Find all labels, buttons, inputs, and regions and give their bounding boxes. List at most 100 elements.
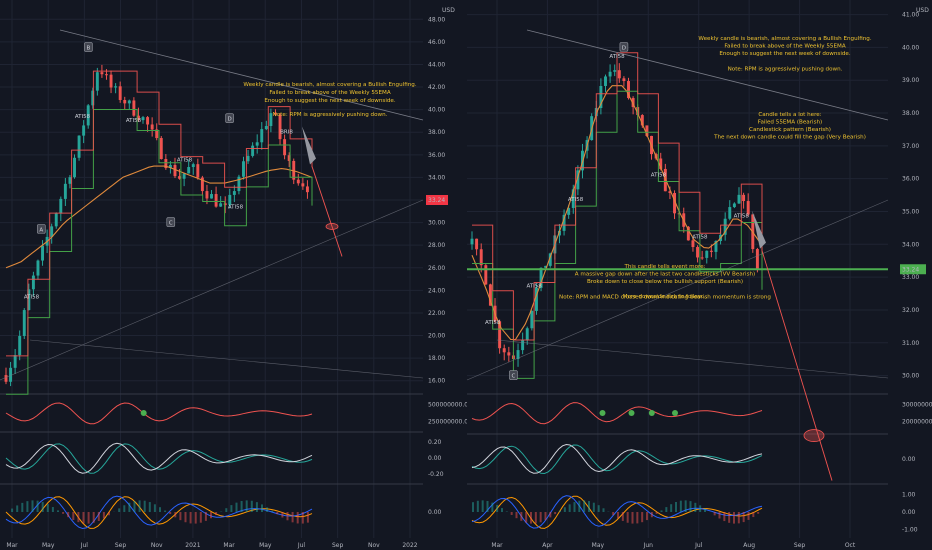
candle-body: [696, 247, 700, 258]
x-tick-label: May: [42, 542, 55, 549]
panel-background: [467, 0, 889, 542]
x-tick-label: Aug: [743, 542, 755, 549]
candle-body: [264, 126, 268, 130]
candle-body: [13, 355, 17, 368]
rpm-signal-dot: [672, 410, 678, 416]
candle-body: [502, 348, 506, 353]
x-tick-label: Jul: [694, 542, 703, 549]
trailing-resistance-line: [6, 70, 313, 357]
macd-histogram-bar: [733, 512, 735, 524]
candle-body: [544, 265, 548, 268]
trend-line: [496, 339, 889, 379]
indicator-line: [5, 402, 313, 425]
macd-histogram-bar: [694, 502, 697, 512]
candle-body: [728, 207, 732, 219]
macd-histogram-bar: [164, 510, 167, 512]
panel-background: [0, 0, 424, 542]
macd-histogram-bar: [742, 512, 745, 523]
annotation-text: Note: RPM is aggressively pushing down.: [728, 67, 843, 73]
annotation-text: Weekly candle is bearish, almost coverin…: [698, 36, 871, 42]
macd-histogram-bar: [286, 512, 289, 521]
macd-histogram-bar: [737, 512, 740, 524]
indicator-tick-label: 0.00: [902, 509, 916, 516]
macd-histogram-bar: [77, 512, 80, 523]
macd-histogram-bar: [21, 502, 24, 512]
macd-histogram-bar: [486, 500, 489, 512]
candle-body: [205, 191, 209, 199]
y-tick-label: 36.00: [428, 152, 445, 159]
last-price-tag: [426, 195, 448, 205]
trend-line: [29, 339, 424, 379]
candle-body: [178, 176, 182, 179]
candle-body: [109, 74, 113, 88]
candle-body: [278, 114, 282, 140]
signal-tag: ATI58: [485, 320, 501, 326]
candle-body: [640, 115, 644, 126]
candle-body: [251, 145, 255, 156]
x-tick-label: Sep: [115, 542, 127, 549]
macd-histogram-bar: [128, 502, 131, 512]
macd-histogram-bar: [476, 500, 479, 512]
macd-histogram-bar: [549, 512, 552, 518]
candle-body: [521, 340, 525, 351]
y-tick-label: 35.00: [902, 208, 919, 215]
macd-histogram-bar: [472, 502, 474, 512]
x-tick-label: Mar: [223, 542, 235, 549]
macd-histogram-bar: [578, 500, 581, 512]
candle-body: [732, 203, 736, 208]
x-tick-label: Oct: [845, 542, 856, 549]
signal-tag: BRI8: [280, 129, 293, 135]
candle-body: [599, 86, 603, 108]
macd-histogram-bar: [544, 512, 547, 521]
candle-body: [604, 76, 607, 87]
trend-line: [0, 199, 424, 381]
y-tick-label: 18.00: [428, 355, 445, 362]
y-tick-label: 38.00: [428, 129, 445, 136]
macd-histogram-bar: [291, 512, 294, 523]
signal-tag: ATI58: [228, 204, 244, 210]
candle-body: [118, 86, 122, 100]
macd-histogram-bar: [204, 512, 207, 521]
last-price-label: 33.24: [428, 197, 445, 204]
signal-tag: ATI58: [24, 295, 40, 301]
indicator-tick-label: 0.00: [428, 509, 442, 516]
macd-histogram-bar: [481, 500, 484, 512]
macd-histogram-bar: [559, 510, 561, 512]
indicator-tick-label: -0.20: [428, 471, 444, 478]
macd-histogram-bar: [723, 512, 726, 522]
macd-histogram-bar: [36, 500, 39, 512]
annotation-text: This candle tells event more:: [623, 264, 705, 270]
trend-line: [466, 199, 889, 381]
y-tick-label: 28.00: [428, 242, 445, 249]
macd-histogram-bar: [728, 512, 731, 523]
y-tick-label: 16.00: [428, 378, 445, 385]
candle-body: [296, 179, 300, 184]
candle-body: [82, 125, 86, 136]
candle-body: [54, 213, 58, 227]
annotation-text: Failed to break above of the Weekly 55EM…: [269, 90, 391, 96]
x-tick-label: Jul: [80, 542, 89, 549]
macd-histogram-bar: [626, 512, 629, 523]
candle-body: [246, 155, 250, 162]
candle-body: [617, 70, 621, 79]
candle-body: [686, 226, 690, 241]
projection-arrow: [761, 250, 833, 481]
macd-histogram-bar: [240, 501, 243, 512]
macd-histogram-bar: [245, 500, 248, 512]
candle-body: [182, 173, 186, 179]
macd-histogram-bar: [41, 501, 44, 512]
candle-body: [150, 124, 154, 130]
macd-histogram-bar: [215, 512, 218, 516]
candle-body: [576, 170, 580, 190]
candle-body: [4, 375, 8, 382]
y-tick-label: 46.00: [428, 39, 445, 46]
macd-histogram-bar: [108, 512, 110, 516]
macd-histogram-bar: [602, 508, 605, 512]
chart-panel-right: 30.00 31.00 32.00 33.00 34.00 35.00 36.00 37.00…: [466, 0, 932, 549]
macd-histogram-bar: [646, 512, 648, 521]
macd-histogram-bar: [704, 508, 706, 512]
macd-histogram-bar: [747, 512, 750, 520]
wave-marker-label: B: [86, 46, 90, 52]
macd-histogram-bar: [573, 502, 576, 512]
